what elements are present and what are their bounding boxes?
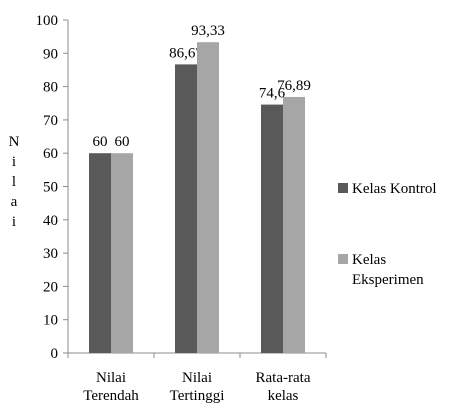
x-tick-label: Nilai [96,370,126,386]
bar-kelas-kontrol [175,64,197,353]
y-axis-label-letter: i [12,214,16,230]
bar-kelas-eksperimen [111,153,133,353]
y-axis-label-letter: l [12,174,16,190]
y-tick-label: 10 [43,313,58,329]
legend-label: Kelas [352,252,386,268]
legend-swatch [338,183,348,193]
y-tick-label: 60 [43,146,58,162]
data-label: 86,67 [169,45,203,61]
bar-kelas-kontrol [261,104,283,353]
legend-label: Eksperimen [352,272,424,288]
y-axis-label-letter: N [9,134,20,150]
y-tick-label: 80 [43,80,58,96]
y-tick-label: 50 [43,180,58,196]
data-label: 93,33 [191,23,225,39]
data-label: 60 [93,134,108,150]
y-tick-label: 70 [43,113,58,129]
y-tick-label: 30 [43,246,58,262]
y-axis-label-letter: i [12,154,16,170]
bar-kelas-kontrol [89,153,111,353]
x-tick-label: Terendah [83,388,139,404]
legend-label: Kelas Kontrol [352,181,437,197]
y-axis: 0 10 20 30 40 50 60 70 80 90 100 [36,13,69,362]
y-axis-label-letter: a [11,194,18,210]
x-tick-label: Nilai [182,370,212,386]
bar-kelas-eksperimen [283,96,305,353]
data-label: 60 [115,134,130,150]
y-tick-label: 20 [43,279,58,295]
data-label: 76,89 [277,78,311,94]
y-tick-label: 90 [43,46,58,62]
legend: Kelas Kontrol Kelas Eksperimen [338,181,437,288]
y-axis-label: Nilai [9,134,20,230]
legend-swatch [338,254,348,264]
x-tick-label: kelas [268,388,299,404]
x-tick-label: Rata-rata [256,370,311,386]
x-axis: Nilai Terendah Nilai Tertinggi Rata-rata kela… [67,352,327,404]
x-tick-label: Tertinggi [170,388,225,404]
y-tick-label: 100 [36,13,59,29]
data-label: 74,6 [259,86,286,102]
bars: 60 60 86,67 93,33 74,676,89 [89,23,311,354]
bar-kelas-eksperimen [197,42,219,354]
y-tick-label: 0 [51,346,59,362]
y-tick-label: 40 [43,213,58,229]
